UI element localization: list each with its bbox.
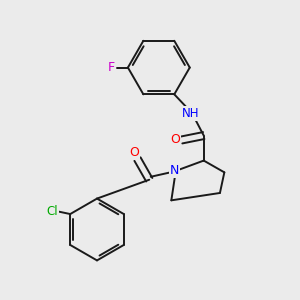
Text: O: O — [170, 134, 180, 146]
Text: Cl: Cl — [47, 205, 58, 218]
Text: O: O — [130, 146, 140, 159]
Text: F: F — [108, 61, 115, 74]
Text: NH: NH — [182, 107, 199, 120]
Text: N: N — [169, 164, 179, 177]
